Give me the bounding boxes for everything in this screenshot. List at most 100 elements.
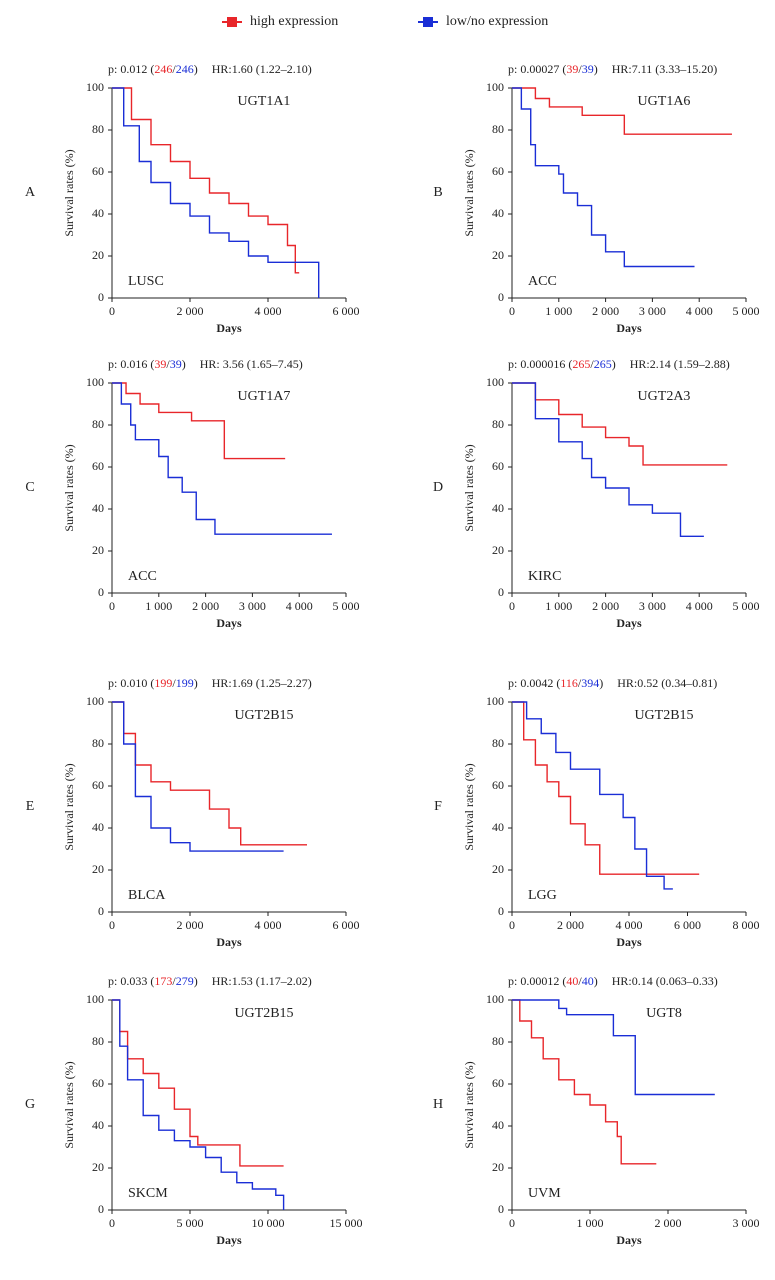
annotation-part: 279 (176, 974, 194, 988)
annotation-part: 394 (581, 676, 599, 690)
hazard-ratio: HR:7.11 (3.33–15.20) (612, 62, 718, 76)
y-tick-label: 80 (92, 1034, 104, 1048)
annotation-part: / (172, 676, 176, 690)
panel: 0 20 40 60 80 100 0 1 000 2 000 3 000 Days Survival… (433, 974, 760, 1247)
y-tick-label: 80 (492, 736, 504, 750)
hazard-ratio: HR:2.14 (1.59–2.88) (630, 357, 730, 371)
cancer-label: LUSC (128, 274, 164, 289)
annotation-part: p: 0.016 ( (108, 357, 154, 371)
x-tick-label: 1 000 (145, 599, 172, 613)
legend-label: low/no expression (446, 14, 548, 29)
y-tick-label: 80 (492, 417, 504, 431)
x-tick-label: 5 000 (177, 1216, 204, 1230)
x-tick-label: 2 000 (192, 599, 219, 613)
y-tick-label: 40 (492, 501, 504, 515)
annotation-part: ) (194, 676, 198, 690)
hazard-ratio: HR:1.53 (1.17–2.02) (212, 974, 312, 988)
annotation-part: / (578, 676, 582, 690)
y-tick-label: 60 (492, 459, 504, 473)
y-tick-label: 80 (492, 122, 504, 136)
hazard-ratio: HR:0.14 (0.063–0.33) (612, 974, 718, 988)
x-tick-label: 2 000 (177, 304, 204, 318)
gene-label: UGT1A1 (238, 94, 291, 109)
cancer-label: KIRC (528, 569, 561, 584)
panel-letter: F (434, 799, 442, 814)
annotation-part: 39 (566, 62, 578, 76)
survival-curve (512, 382, 728, 466)
legend-label: high expression (250, 14, 338, 29)
annotation-part: p: 0.010 ( (108, 676, 154, 690)
survival-curve (112, 701, 307, 846)
panel: 0 20 40 60 80 100 0 2 000 4 000 6 000 Days Survival… (25, 62, 360, 335)
x-tick-label: 3 000 (239, 599, 266, 613)
hazard-ratio: HR:1.69 (1.25–2.27) (212, 676, 312, 690)
annotation-part: ) (599, 676, 603, 690)
y-axis-label: Survival rates (%) (462, 149, 476, 236)
annotation-part: 199 (154, 676, 172, 690)
annotation-part: ) (612, 357, 616, 371)
y-tick-label: 40 (92, 1118, 104, 1132)
annotation-part: 116 (560, 676, 578, 690)
x-tick-label: 5 000 (333, 599, 360, 613)
x-tick-label: 0 (109, 1216, 115, 1230)
annotation-part: 265 (572, 357, 590, 371)
hazard-ratio: HR: 3.56 (1.65–7.45) (200, 357, 303, 371)
annotation-part: / (172, 62, 176, 76)
y-tick-label: 40 (492, 206, 504, 220)
x-tick-label: 2 000 (557, 918, 584, 932)
annotation: p: 0.0042 (116/394) (508, 676, 603, 690)
survival-curve (512, 999, 715, 1096)
annotation-part: p: 0.012 ( (108, 62, 154, 76)
y-tick-label: 100 (486, 992, 504, 1006)
x-tick-label: 8 000 (733, 918, 760, 932)
x-tick-label: 3 000 (639, 304, 666, 318)
x-tick-label: 0 (109, 918, 115, 932)
y-tick-label: 40 (492, 1118, 504, 1132)
x-tick-label: 1 000 (545, 599, 572, 613)
annotation-part: 39 (154, 357, 166, 371)
y-tick-label: 40 (92, 206, 104, 220)
panel: 0 20 40 60 80 100 0 5 000 10 000 15 000 Days Surviv… (25, 974, 363, 1247)
annotation-part: 39 (582, 62, 594, 76)
annotation-part: 40 (582, 974, 594, 988)
x-tick-label: 4 000 (255, 918, 282, 932)
x-tick-label: 3 000 (639, 599, 666, 613)
y-tick-label: 0 (498, 904, 504, 918)
annotation: p: 0.000016 (265/265) (508, 357, 616, 371)
gene-label: UGT2B15 (234, 1006, 293, 1021)
survival-curve (112, 382, 286, 460)
survival-curve (512, 999, 657, 1165)
x-tick-label: 2 000 (177, 918, 204, 932)
y-tick-label: 20 (492, 1160, 504, 1174)
survival-curve (512, 701, 673, 890)
y-tick-label: 0 (98, 290, 104, 304)
survival-curve (112, 87, 300, 274)
hazard-ratio: HR:1.60 (1.22–2.10) (212, 62, 312, 76)
gene-label: UGT1A7 (238, 389, 291, 404)
cancer-label: ACC (128, 569, 157, 584)
x-axis-label: Days (616, 935, 642, 949)
panel-letter: D (433, 480, 443, 495)
panel: 0 20 40 60 80 100 0 1 000 2 000 3 000 4 000 5 000 Da… (433, 62, 759, 335)
x-tick-label: 0 (509, 918, 515, 932)
annotation-part: p: 0.033 ( (108, 974, 154, 988)
cancer-label: LGG (528, 888, 557, 903)
x-tick-label: 0 (509, 304, 515, 318)
cancer-label: BLCA (128, 888, 166, 903)
hazard-ratio: HR:0.52 (0.34–0.81) (617, 676, 717, 690)
y-tick-label: 20 (92, 862, 104, 876)
panel-letter: B (433, 185, 442, 200)
cancer-label: SKCM (128, 1186, 168, 1201)
y-tick-label: 60 (92, 1076, 104, 1090)
x-tick-label: 0 (509, 599, 515, 613)
annotation: p: 0.010 (199/199) (108, 676, 198, 690)
annotation-part: ) (594, 62, 598, 76)
y-tick-label: 60 (92, 164, 104, 178)
annotation-part: / (578, 62, 582, 76)
y-tick-label: 100 (486, 80, 504, 94)
y-tick-label: 80 (492, 1034, 504, 1048)
annotation-part: p: 0.0042 ( (508, 676, 560, 690)
y-tick-label: 80 (92, 736, 104, 750)
x-axis-label: Days (216, 1233, 242, 1247)
x-tick-label: 4 000 (686, 599, 713, 613)
